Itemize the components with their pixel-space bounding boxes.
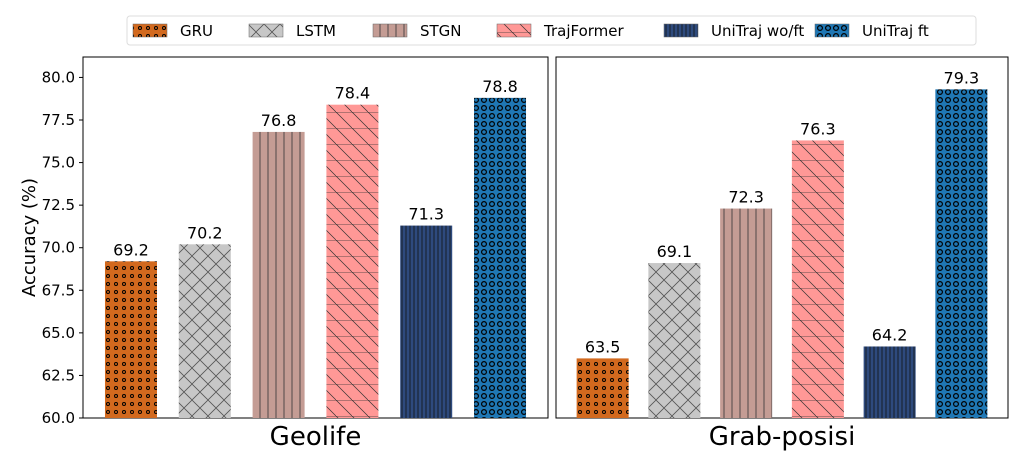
- legend-box: [126, 15, 977, 46]
- bar-unitraj-ft: [474, 97, 527, 419]
- bar-gru: [104, 261, 157, 418]
- legend-swatch: [663, 23, 699, 38]
- bar-value-label: 79.3: [944, 68, 980, 87]
- bar-lstm: [648, 263, 701, 418]
- legend-label: UniTraj wo/ft: [711, 22, 804, 40]
- bar-value-label: 69.1: [657, 242, 693, 261]
- y-tick-label: 67.5: [42, 281, 75, 299]
- y-tick-label: 65.0: [42, 324, 75, 342]
- bar-gru: [576, 358, 629, 418]
- legend-swatch: [496, 23, 532, 38]
- plot-frame-1: [555, 56, 1009, 419]
- bar-stgn: [252, 131, 305, 418]
- bar-unitraj-wo-ft: [863, 346, 916, 418]
- legend-swatch: [814, 23, 850, 38]
- bar-value-label: 76.8: [261, 111, 297, 130]
- bar-value-label: 71.3: [408, 205, 444, 224]
- bar-value-label: 63.5: [585, 337, 621, 356]
- bar-trajformer: [326, 104, 379, 418]
- bar-stgn: [720, 208, 773, 418]
- legend-label: STGN: [420, 22, 462, 40]
- y-tick-label: 77.5: [42, 111, 75, 129]
- y-tick-label: 70.0: [42, 239, 75, 257]
- bar-value-label: 78.4: [335, 84, 371, 103]
- panel-title: Geolife: [270, 422, 362, 452]
- bar-value-label: 64.2: [872, 325, 908, 344]
- legend-label: GRU: [180, 22, 213, 40]
- legend-swatch: [372, 23, 408, 38]
- bar-unitraj-wo-ft: [400, 225, 453, 418]
- legend-swatch: [248, 23, 284, 38]
- bar-lstm: [178, 244, 231, 418]
- bar-value-label: 78.8: [482, 77, 518, 96]
- legend-label: LSTM: [296, 22, 336, 40]
- bar-value-label: 70.2: [187, 223, 223, 242]
- bar-value-label: 76.3: [800, 119, 836, 138]
- y-tick-label: 80.0: [42, 68, 75, 86]
- legend-swatch: [132, 23, 168, 38]
- bar-value-label: 69.2: [113, 240, 149, 259]
- y-axis-label: Accuracy (%): [19, 178, 40, 297]
- y-tick-label: 75.0: [42, 154, 75, 172]
- plot-frame-0: [82, 56, 549, 419]
- y-tick-label: 62.5: [42, 366, 75, 384]
- y-tick-label: 60.0: [42, 409, 75, 427]
- legend-label: TrajFormer: [543, 22, 624, 40]
- y-tick-label: 72.5: [42, 196, 75, 214]
- panel-title: Grab-posisi: [709, 422, 856, 452]
- bar-trajformer: [791, 140, 844, 419]
- legend-label: UniTraj ft: [862, 22, 929, 40]
- bar-value-label: 72.3: [728, 188, 764, 207]
- bar-unitraj-ft: [935, 89, 988, 419]
